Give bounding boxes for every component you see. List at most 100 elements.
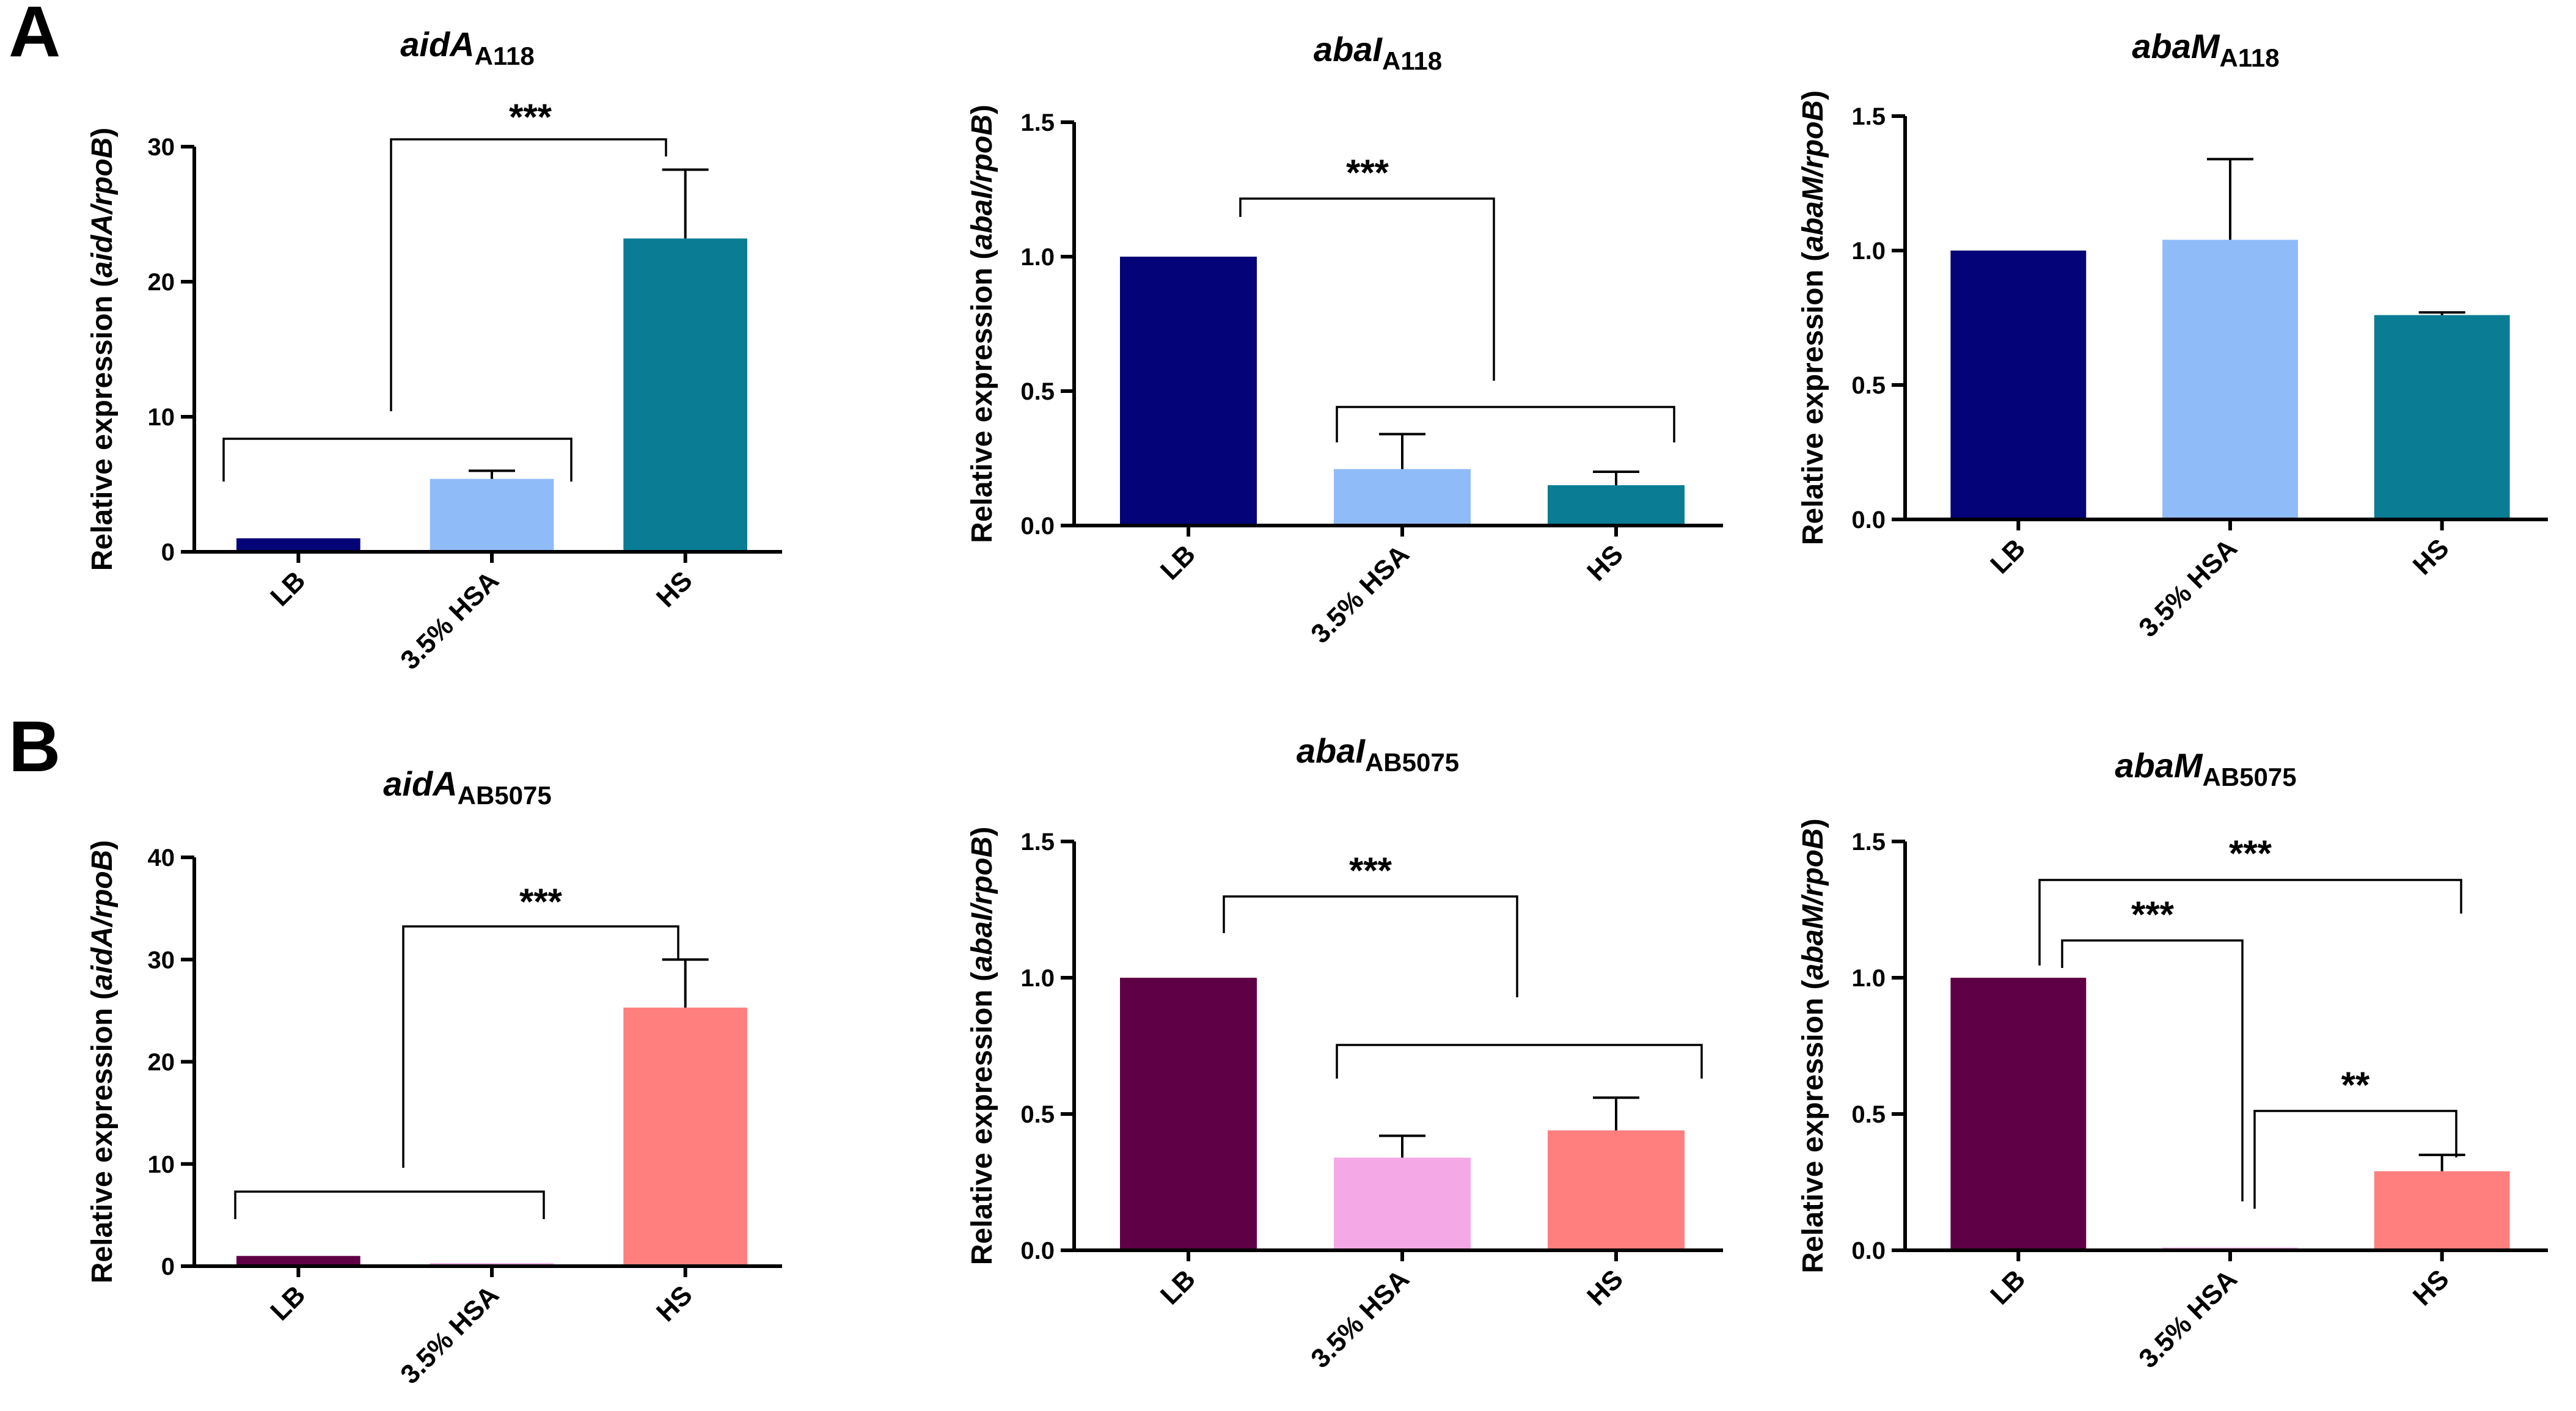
group-bracket: [234, 1190, 545, 1219]
y-axis-label: Relative expression (abaI/rpoB): [966, 827, 998, 1266]
error-bar: [2418, 311, 2465, 315]
chart-title: abaMAB5075: [2115, 746, 2296, 791]
bar-hs: [623, 238, 747, 552]
error-bar: [1379, 1134, 1425, 1158]
bar-hs: [1548, 1130, 1685, 1250]
bar-lb: [1120, 257, 1257, 526]
bar-lb: [1120, 978, 1257, 1250]
x-tick-label: LB: [1155, 1264, 1201, 1310]
significance-bracket: [1239, 197, 1495, 381]
x-tick-label: 3.5% HSA: [2133, 533, 2243, 643]
y-axis-label: Relative expression (aidA/rpoB): [86, 128, 119, 571]
error-bar: [1379, 433, 1425, 469]
significance-bracket: [2038, 879, 2462, 966]
bar-hs: [2374, 1171, 2510, 1250]
y-tick-label: 1.5: [1020, 109, 1055, 136]
chart-grid: aidAA118 Relative expression (aidA/rpoB) 0…: [86, 25, 2548, 1390]
y-tick-label: 0.5: [1020, 378, 1055, 405]
significance-label: ***: [519, 881, 563, 922]
significance-bracket: [1223, 895, 1518, 997]
group-bracket: [1336, 1044, 1703, 1079]
y-tick-label: 1.0: [1020, 244, 1055, 271]
error-bar: [2418, 1153, 2465, 1171]
x-tick-label: 3.5% HSA: [1305, 1264, 1415, 1374]
y-tick-label: 1.0: [1020, 965, 1055, 992]
error-bar: [2207, 158, 2253, 240]
y-tick-label: 0.0: [1851, 507, 1886, 533]
error-bar: [662, 168, 709, 239]
x-tick-label: HS: [1581, 539, 1629, 587]
bar-chart-1: aidAA118 Relative expression (aidA/rpoB) 0…: [86, 25, 782, 675]
x-tick-label: HS: [2407, 533, 2455, 581]
bar-lb: [236, 1256, 360, 1266]
y-tick-label: 0.0: [1851, 1237, 1886, 1264]
chart-title: abaIAB5075: [1297, 731, 1459, 777]
significance-bracket: [2061, 939, 2244, 1201]
significance-label: **: [2341, 1065, 2370, 1105]
bar-chart-2: abaIA118 Relative expression (abaI/rpoB) 0…: [966, 30, 1723, 649]
y-tick-label: 0.0: [1020, 1237, 1055, 1264]
bar-3-5-hsa: [2162, 240, 2298, 519]
x-tick-label: HS: [651, 565, 698, 613]
y-tick-label: 0.5: [1851, 1101, 1886, 1128]
chart-title: abaIA118: [1314, 30, 1442, 75]
bar-3-5-hsa: [430, 478, 554, 552]
y-tick-label: 1.5: [1851, 103, 1886, 130]
y-tick-label: 1.5: [1020, 829, 1055, 856]
panel-label-a: A: [9, 0, 60, 72]
y-tick-label: 30: [148, 134, 175, 161]
x-tick-label: HS: [1581, 1264, 1629, 1311]
bar-chart-5: abaIAB5075 Relative expression (abaI/rpoB…: [966, 731, 1723, 1374]
y-tick-label: 20: [148, 269, 175, 296]
significance-label: ***: [2131, 894, 2175, 935]
panel-label-b: B: [9, 706, 60, 787]
significance-label: ***: [1346, 152, 1389, 193]
x-tick-label: LB: [1155, 539, 1201, 585]
y-tick-label: 1.5: [1851, 829, 1886, 856]
bar-lb: [1950, 251, 2087, 519]
bar-3-5-hsa: [1334, 469, 1471, 526]
chart-title: aidAA118: [400, 25, 534, 70]
y-axis-label: Relative expression (abaM/rpoB): [1797, 90, 1829, 545]
x-tick-label: 3.5% HSA: [395, 1280, 505, 1390]
y-tick-label: 0.0: [1020, 513, 1055, 540]
bar-chart-6: abaMAB5075 Relative expression (abaM/rpoB…: [1797, 746, 2548, 1374]
error-bar: [1593, 471, 1639, 485]
y-axis-label: Relative expression (abaI/rpoB): [966, 104, 998, 543]
error-bar: [1593, 1096, 1639, 1131]
chart-title: abaMA118: [2132, 27, 2279, 72]
y-tick-label: 20: [148, 1049, 175, 1076]
error-bar: [662, 958, 709, 1008]
y-tick-label: 0: [161, 1253, 175, 1280]
group-bracket: [222, 438, 573, 482]
y-tick-label: 0.5: [1851, 372, 1886, 399]
significance-bracket: [2253, 1110, 2457, 1209]
y-axis-label: Relative expression (aidA/rpoB): [86, 840, 119, 1284]
significance-bracket: [390, 138, 667, 411]
x-tick-label: LB: [265, 565, 311, 612]
error-bar: [469, 469, 515, 479]
group-bracket: [1336, 406, 1675, 442]
y-tick-label: 10: [148, 1151, 175, 1178]
chart-title: aidAAB5075: [383, 764, 551, 810]
bar-hs: [1548, 485, 1685, 526]
significance-label: ***: [1349, 850, 1392, 891]
x-tick-label: HS: [2407, 1264, 2455, 1311]
x-tick-label: LB: [1985, 1264, 2031, 1310]
y-tick-label: 30: [148, 947, 175, 973]
y-tick-label: 1.0: [1851, 965, 1886, 992]
x-tick-label: 3.5% HSA: [1305, 539, 1415, 649]
bar-hs: [623, 1007, 747, 1266]
y-axis-label: Relative expression (abaM/rpoB): [1797, 818, 1829, 1273]
x-tick-label: HS: [651, 1280, 698, 1327]
y-tick-label: 0.5: [1020, 1101, 1055, 1128]
significance-bracket: [402, 925, 679, 1168]
significance-label: ***: [2229, 833, 2272, 874]
x-tick-label: 3.5% HSA: [395, 565, 505, 675]
bar-chart-3: abaMA118 Relative expression (abaM/rpoB) 0…: [1797, 27, 2548, 643]
bar-lb: [1950, 978, 2087, 1250]
y-tick-label: 0: [161, 539, 175, 566]
bar-chart-4: aidAAB5075 Relative expression (aidA/rpoB…: [86, 764, 782, 1390]
x-tick-label: LB: [1985, 533, 2031, 579]
